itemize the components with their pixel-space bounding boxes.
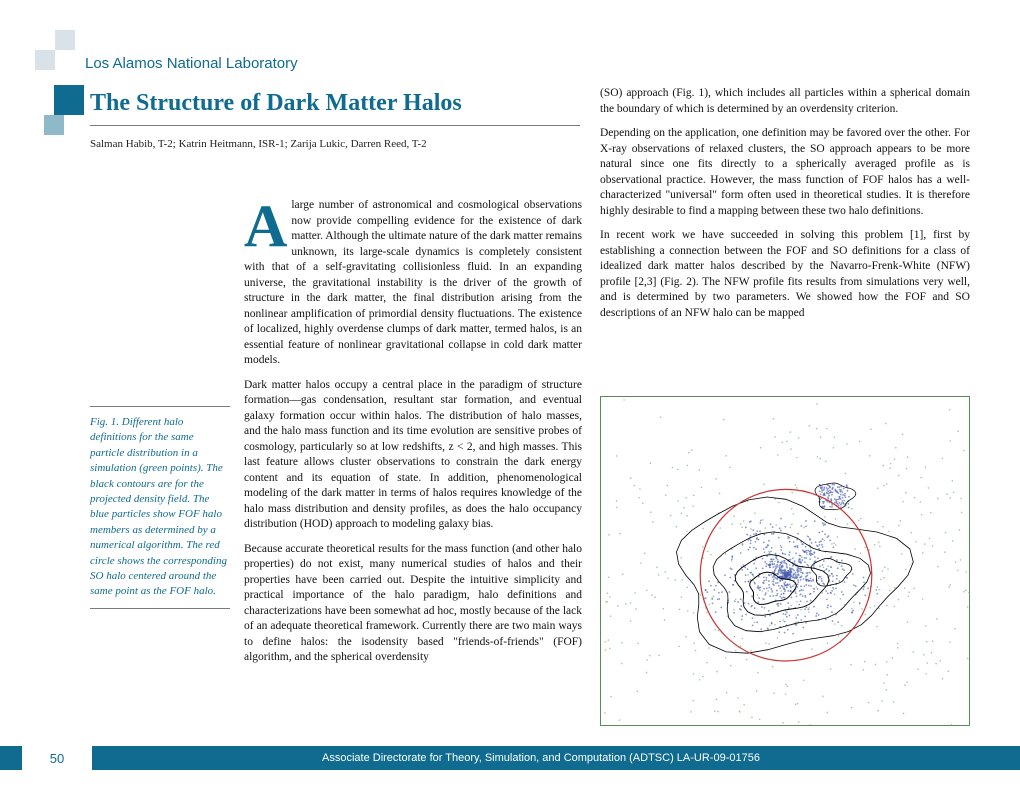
body-p2: Dark matter halos occupy a central place… bbox=[244, 378, 582, 533]
body-column-left: Alarge number of astronomical and cosmol… bbox=[244, 198, 582, 675]
header-decor bbox=[35, 30, 80, 75]
site-name: Los Alamos National Laboratory bbox=[85, 55, 298, 72]
dropcap: A bbox=[244, 202, 287, 250]
footer-bar: 50 Associate Directorate for Theory, Sim… bbox=[0, 746, 1020, 770]
figure-1-caption: Fig. 1. Different halo definitions for t… bbox=[90, 415, 230, 600]
title-decor bbox=[44, 85, 84, 145]
right-p1: (SO) approach (Fig. 1), which includes a… bbox=[600, 86, 970, 117]
figure-1-svg bbox=[601, 397, 971, 727]
right-p3: In recent work we have succeeded in solv… bbox=[600, 228, 970, 321]
page-number: 50 bbox=[22, 746, 92, 770]
title-rule bbox=[90, 125, 580, 126]
right-p2: Depending on the application, one defini… bbox=[600, 126, 970, 219]
body-column-right: (SO) approach (Fig. 1), which includes a… bbox=[600, 86, 970, 330]
footer-text: Associate Directorate for Theory, Simula… bbox=[322, 752, 760, 764]
figure-1 bbox=[600, 396, 970, 726]
body-p1: Alarge number of astronomical and cosmol… bbox=[244, 198, 582, 369]
page-title: The Structure of Dark Matter Halos bbox=[90, 90, 462, 117]
figure-caption-col: Fig. 1. Different halo definitions for t… bbox=[90, 406, 230, 617]
body-p1-text: large number of astronomical and cosmolo… bbox=[244, 199, 582, 366]
body-p3: Because accurate theoretical results for… bbox=[244, 542, 582, 666]
authors: Salman Habib, T-2; Katrin Heitmann, ISR-… bbox=[90, 138, 427, 150]
